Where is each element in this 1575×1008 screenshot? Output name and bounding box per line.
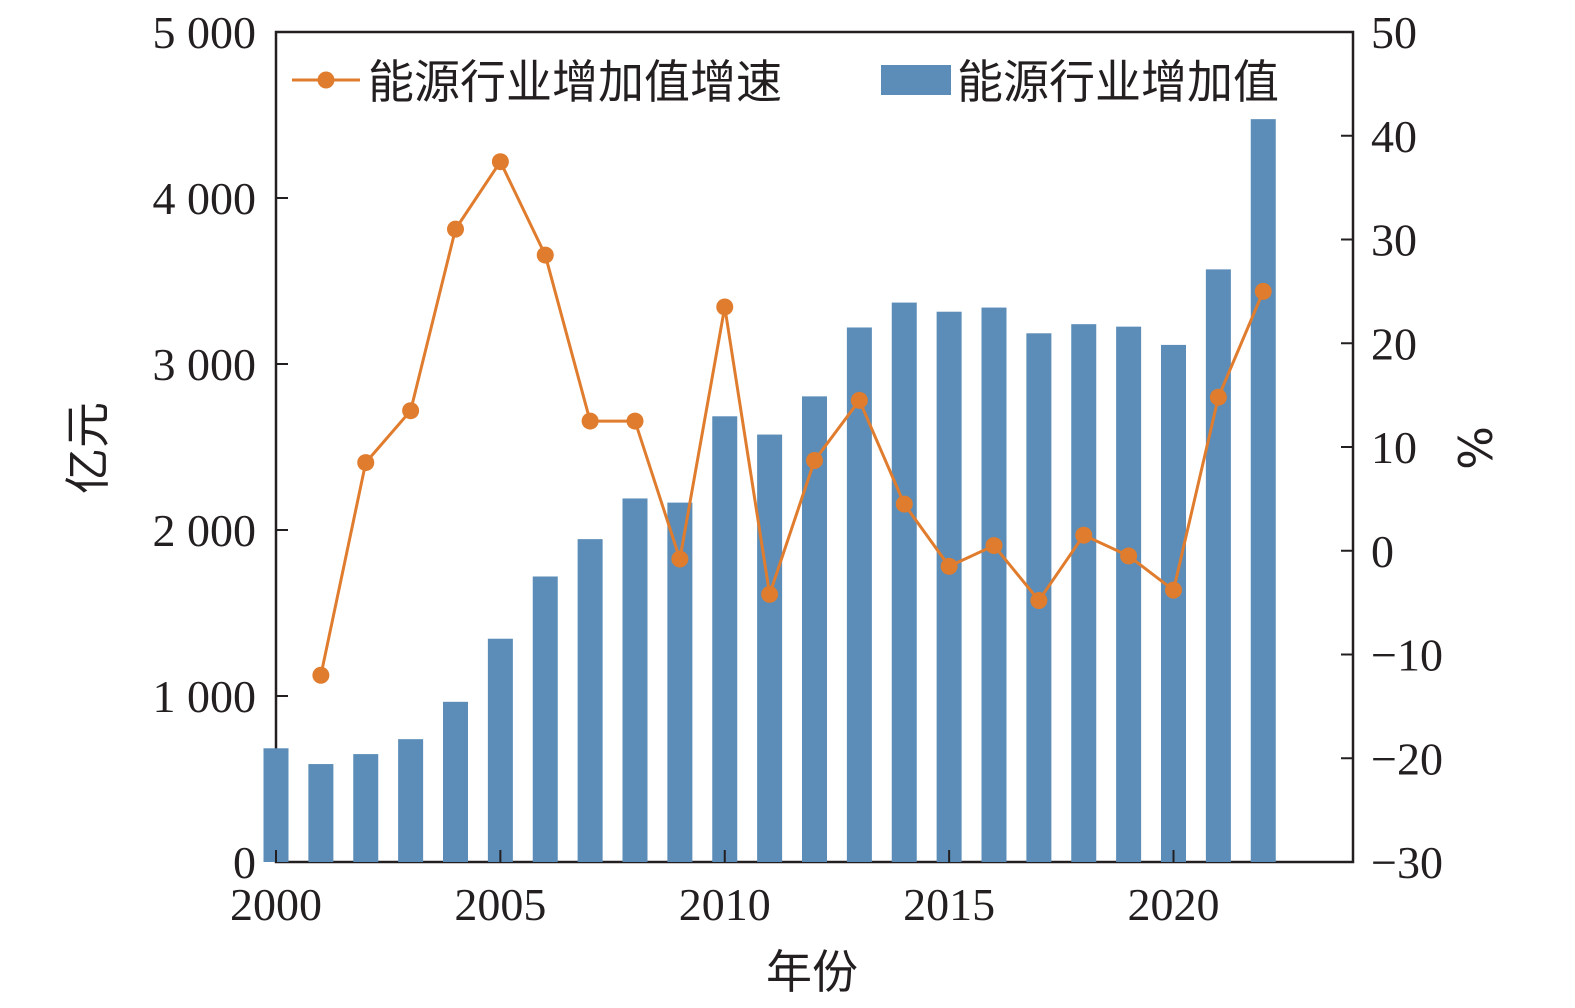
point-2011 <box>761 585 779 603</box>
x-tick-label-2005: 2005 <box>454 879 546 930</box>
y2-tick-label-6: 30 <box>1371 215 1417 266</box>
x-tick-label-2020: 2020 <box>1128 879 1220 930</box>
point-2008 <box>626 412 644 430</box>
bar-series <box>263 119 1276 863</box>
bar-2007 <box>577 539 603 862</box>
bar-2012 <box>802 396 827 862</box>
bar-2018 <box>1071 324 1097 862</box>
x-axis-title: 年份 <box>766 945 858 999</box>
point-2004 <box>447 220 464 238</box>
bar-2002 <box>353 754 379 862</box>
y2-tick-label-7: 40 <box>1371 111 1417 162</box>
point-2001 <box>312 666 330 684</box>
bar-2019 <box>1116 326 1142 862</box>
y2-tick-label-8: 50 <box>1371 7 1417 58</box>
legend-line-marker <box>317 71 335 89</box>
line-series <box>312 153 1272 684</box>
y2-tick-label-3: 0 <box>1371 526 1394 577</box>
point-2015 <box>940 557 958 575</box>
point-2009 <box>671 550 689 568</box>
x-tick-label-2000: 2000 <box>230 879 322 930</box>
point-2006 <box>536 246 554 264</box>
x-tick-label-2015: 2015 <box>903 879 995 930</box>
point-2017 <box>1030 592 1048 610</box>
bar-2004 <box>443 701 468 862</box>
bar-2015 <box>936 311 962 863</box>
point-2007 <box>581 412 599 430</box>
y-tick-label-1: 1 000 <box>153 671 257 722</box>
point-2022 <box>1254 282 1272 300</box>
bar-2005 <box>487 638 513 862</box>
y-tick-label-4: 4 000 <box>153 173 257 224</box>
y-tick-label-3: 3 000 <box>153 339 257 390</box>
bar-2001 <box>308 764 334 862</box>
bar-2008 <box>622 498 648 862</box>
axis-titles: 年份 亿元% <box>61 402 1501 999</box>
y2-axis-title: % <box>1447 426 1501 470</box>
point-2016 <box>985 537 1003 555</box>
y-axis-title: 亿元 <box>61 402 115 494</box>
point-2013 <box>850 391 868 409</box>
point-2005 <box>491 153 509 171</box>
point-2021 <box>1209 388 1227 406</box>
legend: 能源行业增加值增速 能源行业增加值 <box>292 55 1279 109</box>
growth-line <box>319 158 1265 676</box>
bar-2006 <box>532 576 558 862</box>
y2-tick-label-1: −20 <box>1371 733 1443 784</box>
point-2019 <box>1120 547 1138 565</box>
x-tick-label-2010: 2010 <box>679 879 771 930</box>
point-2002 <box>357 454 375 472</box>
y-tick-label-2: 2 000 <box>153 505 257 556</box>
point-2010 <box>716 298 734 316</box>
legend-label-value: 能源行业增加值 <box>957 55 1279 109</box>
y2-tick-label-5: 20 <box>1371 318 1417 369</box>
bar-2000 <box>263 748 289 862</box>
legend-bar-swatch <box>881 65 951 95</box>
point-2020 <box>1165 581 1182 599</box>
tick-marks <box>275 134 1353 862</box>
bar-2020 <box>1161 344 1186 862</box>
y2-tick-label-4: 10 <box>1371 422 1417 473</box>
point-2018 <box>1075 526 1093 544</box>
bar-2022 <box>1250 119 1276 862</box>
y-tick-label-0: 0 <box>233 837 256 888</box>
bar-2016 <box>981 307 1007 862</box>
y-tick-label-5: 5 000 <box>153 7 257 58</box>
point-2014 <box>895 495 913 513</box>
point-2003 <box>402 402 420 420</box>
y2-tick-label-0: −30 <box>1371 837 1443 888</box>
bar-2003 <box>398 739 424 862</box>
point-2012 <box>806 451 823 469</box>
legend-label-growth: 能源行业增加值增速 <box>368 55 782 109</box>
bar-2011 <box>757 434 783 862</box>
bar-2014 <box>891 302 917 863</box>
bar-2021 <box>1205 269 1231 862</box>
bar-2010 <box>712 416 738 862</box>
y2-tick-label-2: −10 <box>1371 630 1443 681</box>
